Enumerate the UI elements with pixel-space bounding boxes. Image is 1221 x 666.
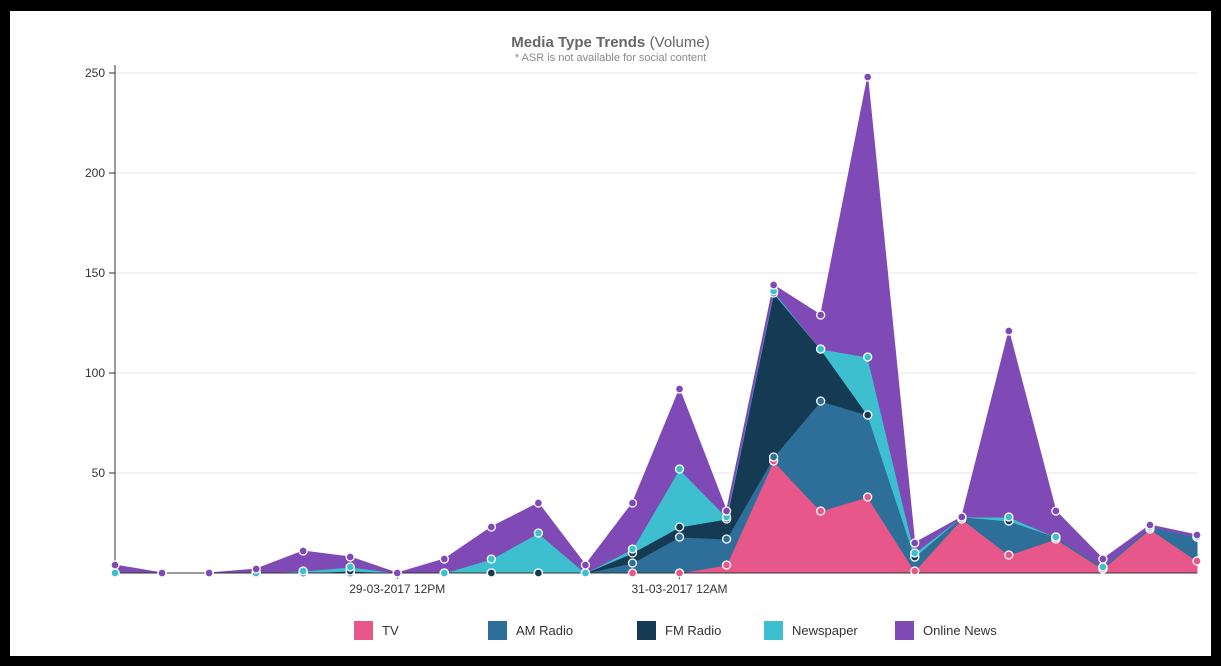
data-point-newspaper: [816, 344, 826, 354]
data-point-online-news: [721, 506, 732, 516]
data-point-am-radio: [816, 396, 826, 406]
chart-header: Media Type Trends (Volume) * ASR is not …: [10, 35, 1211, 64]
chart-legend: TV AM Radio FM Radio Newspaper Online Ne…: [10, 621, 1211, 645]
data-point-newspaper: [345, 562, 355, 572]
data-point-online-news: [816, 310, 826, 320]
data-point-online-news: [439, 554, 449, 564]
data-point-online-news: [1145, 520, 1155, 530]
data-point-newspaper: [533, 528, 544, 538]
data-point-online-news: [345, 552, 355, 562]
media-type-trends-chart: 250 200 150 100 50 29-03-2017 12PM 31-03-2017 …: [85, 65, 1202, 596]
data-point-online-news: [251, 564, 261, 574]
data-point-tv: [1004, 550, 1014, 560]
data-point-online-news: [1051, 506, 1061, 516]
chart-panel: 250 200 150 100 50 29-03-2017 12PM 31-03-2017 …: [10, 11, 1211, 656]
data-point-tv: [910, 566, 920, 576]
data-point-online-news: [157, 568, 167, 578]
data-point-am-radio: [627, 558, 638, 568]
data-point-online-news: [863, 72, 873, 82]
legend-item-tv[interactable]: TV: [354, 621, 399, 640]
data-point-online-news: [674, 384, 685, 394]
legend-item-fm-radio[interactable]: FM Radio: [637, 621, 721, 640]
data-point-tv: [863, 492, 873, 502]
legend-swatch-online-news: [895, 621, 914, 640]
data-point-online-news: [910, 538, 920, 548]
data-point-online-news: [533, 498, 544, 508]
data-point-online-news: [580, 560, 591, 570]
data-point-newspaper: [486, 554, 496, 564]
data-point-newspaper: [627, 544, 638, 554]
data-point-newspaper: [439, 568, 449, 578]
data-point-online-news: [110, 560, 120, 570]
data-point-newspaper: [910, 548, 920, 558]
chart-title-suffix: (Volume): [649, 34, 710, 51]
x-tick-label: 31-03-2017 12AM: [631, 582, 727, 596]
data-point-online-news: [768, 280, 779, 290]
area-online-news: [114, 76, 1198, 574]
legend-label-tv: TV: [382, 623, 399, 638]
x-tick-label: 29-03-2017 12PM: [349, 582, 445, 596]
data-point-newspaper: [298, 566, 308, 576]
y-tick-label: 150: [85, 266, 105, 280]
data-point-online-news: [957, 512, 967, 522]
data-point-fm-radio: [863, 410, 873, 420]
legend-label-newspaper: Newspaper: [792, 623, 858, 638]
data-point-am-radio: [674, 532, 685, 542]
data-point-newspaper: [580, 568, 591, 578]
data-point-online-news: [627, 498, 638, 508]
legend-swatch-tv: [354, 621, 373, 640]
data-point-newspaper: [110, 568, 120, 578]
data-point-newspaper: [1051, 532, 1061, 542]
data-point-fm-radio: [533, 568, 544, 578]
legend-label-am-radio: AM Radio: [516, 623, 574, 638]
data-point-tv: [816, 506, 826, 516]
y-tick-label: 250: [85, 66, 105, 80]
data-point-tv: [1192, 556, 1202, 566]
data-point-online-news: [486, 522, 496, 532]
legend-label-fm-radio: FM Radio: [665, 623, 722, 638]
legend-swatch-newspaper: [764, 621, 783, 640]
data-point-newspaper: [674, 464, 685, 474]
data-point-online-news: [1098, 554, 1108, 564]
data-point-fm-radio: [486, 568, 496, 578]
legend-swatch-fm-radio: [637, 621, 656, 640]
data-point-online-news: [392, 568, 402, 578]
data-point-fm-radio: [674, 522, 685, 532]
data-point-tv: [721, 560, 732, 570]
chart-title: Media Type Trends: [511, 34, 646, 51]
data-point-online-news: [298, 546, 308, 556]
data-point-online-news: [204, 568, 214, 578]
y-tick-label: 200: [85, 166, 105, 180]
legend-item-newspaper[interactable]: Newspaper: [764, 621, 858, 640]
y-tick-label: 100: [85, 366, 105, 380]
y-tick-label: 50: [92, 466, 106, 480]
data-point-online-news: [1004, 326, 1014, 336]
data-point-am-radio: [721, 534, 732, 544]
legend-swatch-am-radio: [488, 621, 507, 640]
data-point-online-news: [1192, 530, 1202, 540]
data-point-am-radio: [768, 452, 779, 462]
data-point-newspaper: [1004, 512, 1014, 522]
legend-item-online-news[interactable]: Online News: [895, 621, 997, 640]
data-point-tv: [674, 568, 685, 578]
chart-subtitle: * ASR is not available for social conten…: [514, 52, 707, 64]
legend-label-online-news: Online News: [923, 623, 997, 638]
data-point-newspaper: [1098, 562, 1108, 572]
legend-item-am-radio[interactable]: AM Radio: [488, 621, 573, 640]
data-point-tv: [627, 568, 638, 578]
data-point-newspaper: [863, 352, 873, 362]
